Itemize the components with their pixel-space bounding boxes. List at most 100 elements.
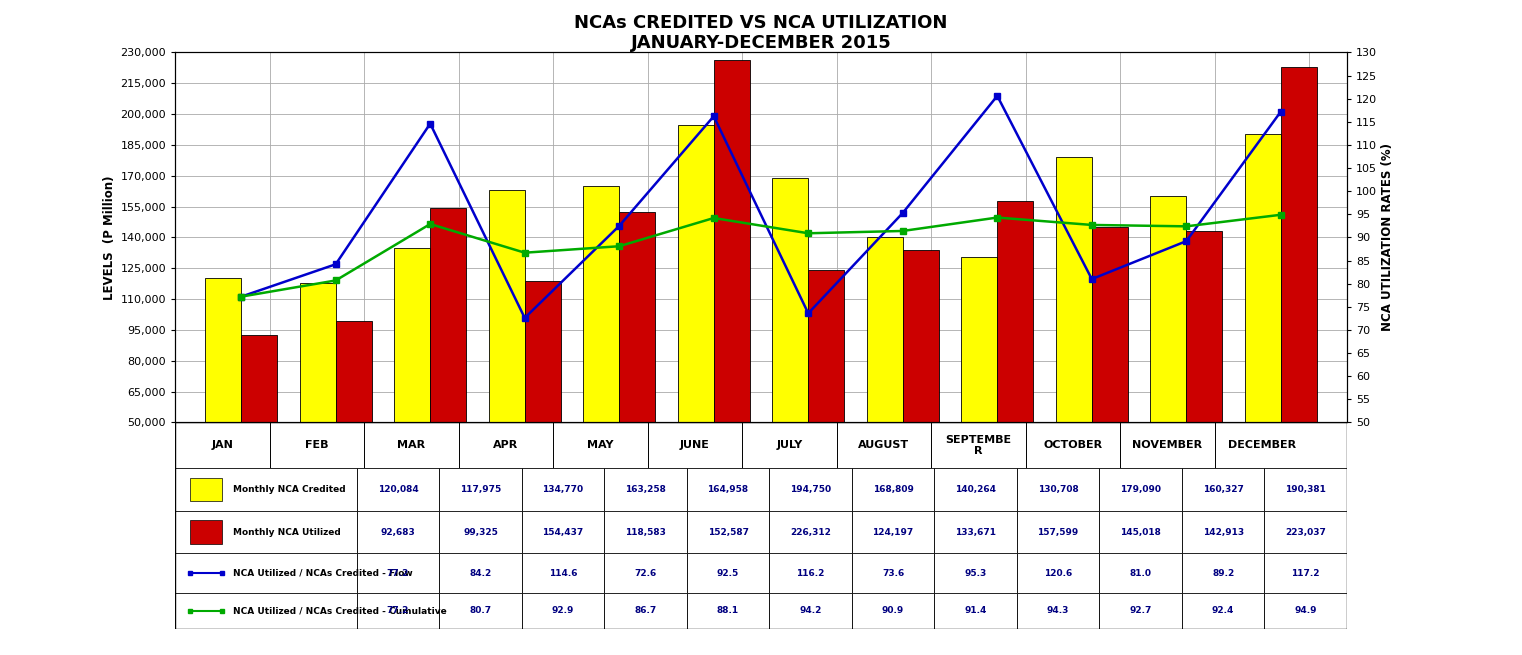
Bar (686, 468, 769, 511)
Text: 133,671: 133,671 (956, 528, 995, 536)
Text: NCA Utilized / NCAs Credited - Flow: NCA Utilized / NCAs Credited - Flow (233, 569, 412, 578)
Text: 163,258: 163,258 (626, 485, 667, 494)
Bar (808, 270, 845, 525)
Bar (1186, 231, 1222, 525)
Text: 140,264: 140,264 (956, 485, 995, 494)
Line: NCA Utilized / NCAs Credited - Flow: NCA Utilized / NCAs Credited - Flow (237, 93, 1285, 321)
Text: AUGUST: AUGUST (858, 440, 910, 451)
Bar (1183, 593, 1265, 629)
Bar (431, 208, 466, 525)
Bar (440, 553, 522, 593)
NCA Utilized / NCAs Credited - Flow (516, 314, 534, 322)
Bar (1265, 593, 1347, 629)
Bar (336, 321, 371, 525)
Bar (1099, 593, 1183, 629)
Text: 116.2: 116.2 (796, 569, 825, 578)
Text: JULY: JULY (776, 440, 802, 451)
Bar (458, 422, 552, 468)
Bar (769, 593, 852, 629)
Text: 157,599: 157,599 (1038, 528, 1079, 536)
NCA Utilized / NCAs Credited - Flow (1177, 237, 1195, 245)
Bar (356, 553, 440, 593)
Bar (852, 553, 935, 593)
NCA Utilized / NCAs Credited - Flow (422, 120, 440, 128)
Text: 77.2: 77.2 (387, 607, 409, 615)
Text: 168,809: 168,809 (872, 485, 913, 494)
Bar (1017, 593, 1099, 629)
Bar (1017, 511, 1099, 553)
NCA Utilized / NCAs Credited - Cumulative (988, 214, 1006, 221)
Text: 89.2: 89.2 (1212, 569, 1234, 578)
Text: 84.2: 84.2 (469, 569, 492, 578)
Bar (935, 468, 1017, 511)
Bar (1151, 196, 1186, 525)
Bar (583, 186, 619, 525)
Bar (935, 511, 1017, 553)
Bar (686, 553, 769, 593)
Bar (240, 335, 277, 525)
Bar (1099, 511, 1183, 553)
Text: 95.3: 95.3 (965, 569, 986, 578)
NCA Utilized / NCAs Credited - Flow (610, 222, 629, 230)
Text: NCAs CREDITED VS NCA UTILIZATION: NCAs CREDITED VS NCA UTILIZATION (574, 14, 948, 32)
Bar (604, 511, 686, 553)
Bar (1091, 227, 1128, 525)
Bar (619, 212, 654, 525)
Text: MAR: MAR (397, 440, 425, 451)
Y-axis label: NCA UTILIZATION RATES (%): NCA UTILIZATION RATES (%) (1382, 143, 1394, 331)
Bar (175, 553, 356, 593)
Text: 86.7: 86.7 (635, 607, 656, 615)
Text: 124,197: 124,197 (872, 528, 913, 536)
Bar (852, 593, 935, 629)
Bar (175, 593, 356, 629)
Bar (686, 593, 769, 629)
Text: 226,312: 226,312 (790, 528, 831, 536)
Text: NCA Utilized / NCAs Credited - Cumulative: NCA Utilized / NCAs Credited - Cumulativ… (233, 607, 447, 615)
Text: 91.4: 91.4 (965, 607, 986, 615)
Bar (997, 201, 1033, 525)
Text: DECEMBER: DECEMBER (1228, 440, 1295, 451)
Bar (903, 250, 939, 525)
Bar (1056, 157, 1091, 525)
Text: SEPTEMBE
R: SEPTEMBE R (945, 435, 1012, 456)
Bar (743, 422, 837, 468)
Text: 118,583: 118,583 (626, 528, 667, 536)
Text: 92.9: 92.9 (552, 607, 574, 615)
Text: JANUARY-DECEMBER 2015: JANUARY-DECEMBER 2015 (630, 33, 892, 52)
Bar (1265, 468, 1347, 511)
NCA Utilized / NCAs Credited - Cumulative (231, 293, 250, 301)
Text: 94.3: 94.3 (1047, 607, 1070, 615)
Text: JAN: JAN (212, 440, 233, 451)
Bar (686, 511, 769, 553)
Bar (769, 553, 852, 593)
Bar (852, 511, 935, 553)
Text: APR: APR (493, 440, 519, 451)
NCA Utilized / NCAs Credited - Flow (705, 112, 723, 120)
Bar (364, 422, 458, 468)
NCA Utilized / NCAs Credited - Flow (231, 293, 250, 301)
Bar (1183, 468, 1265, 511)
Text: 81.0: 81.0 (1129, 569, 1152, 578)
Bar (604, 593, 686, 629)
Bar (440, 593, 522, 629)
Bar (1183, 553, 1265, 593)
NCA Utilized / NCAs Credited - Flow (1272, 107, 1291, 115)
Bar (852, 468, 935, 511)
Bar (489, 189, 525, 525)
Bar (1120, 422, 1215, 468)
Text: 114.6: 114.6 (549, 569, 577, 578)
Bar (522, 511, 604, 553)
Bar (394, 248, 431, 525)
Bar (647, 422, 743, 468)
Text: 194,750: 194,750 (790, 485, 831, 494)
Bar (604, 553, 686, 593)
Bar (522, 593, 604, 629)
Text: 92.5: 92.5 (717, 569, 740, 578)
NCA Utilized / NCAs Credited - Cumulative (327, 276, 345, 284)
Bar (931, 422, 1026, 468)
Bar (1265, 553, 1347, 593)
Bar (1017, 468, 1099, 511)
Text: JUNE: JUNE (680, 440, 709, 451)
Bar (205, 278, 240, 525)
Text: FEB: FEB (304, 440, 329, 451)
